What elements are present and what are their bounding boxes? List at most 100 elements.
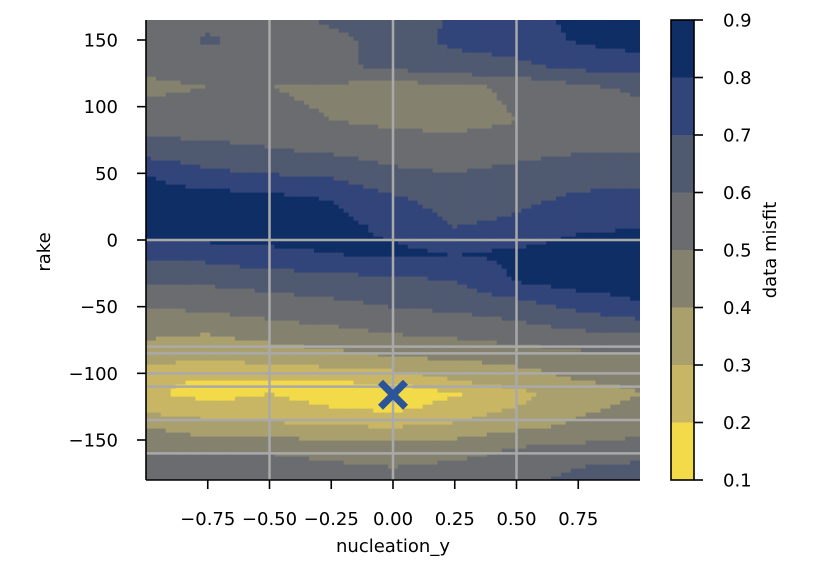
contour-cell xyxy=(150,192,157,197)
contour-cell xyxy=(155,312,162,317)
contour-cell xyxy=(299,252,305,257)
contour-cell xyxy=(274,468,280,473)
contour-cell xyxy=(328,408,335,413)
contour-cell xyxy=(195,460,201,465)
contour-cell xyxy=(338,308,345,313)
contour-cell xyxy=(225,164,231,169)
contour-cell xyxy=(318,80,325,85)
contour-cell xyxy=(284,416,290,421)
contour-cell xyxy=(170,100,177,105)
contour-cell xyxy=(264,312,271,317)
contour-cell xyxy=(229,172,236,177)
contour-cell xyxy=(269,176,276,181)
contour-cell xyxy=(254,212,261,217)
contour-cell xyxy=(353,184,360,189)
contour-cell xyxy=(353,228,360,233)
contour-cell xyxy=(353,428,360,433)
contour-cell xyxy=(239,360,246,365)
contour-cell xyxy=(318,28,325,33)
contour-cell xyxy=(264,84,271,89)
contour-cell xyxy=(150,304,157,309)
contour-cell xyxy=(150,124,157,129)
contour-cell xyxy=(225,276,231,281)
contour-cell xyxy=(210,360,216,365)
contour-cell xyxy=(269,220,276,225)
contour-cell xyxy=(274,40,280,45)
contour-cell xyxy=(190,444,196,449)
contour-cell xyxy=(146,296,152,301)
contour-cell xyxy=(289,364,295,369)
contour-cell xyxy=(358,472,364,477)
contour-cell xyxy=(155,156,162,161)
contour-cell xyxy=(195,404,201,409)
contour-cell xyxy=(200,256,206,261)
contour-cell xyxy=(338,168,345,173)
contour-cell xyxy=(333,424,340,429)
contour-cell xyxy=(215,176,221,181)
contour-cell xyxy=(338,72,345,77)
contour-cell xyxy=(309,84,315,89)
contour-cell xyxy=(338,24,345,29)
contour-cell xyxy=(299,396,305,401)
contour-cell xyxy=(284,40,290,45)
contour-cell xyxy=(205,36,211,41)
contour-cell xyxy=(313,388,320,393)
contour-cell xyxy=(150,400,157,405)
contour-cell xyxy=(289,288,295,293)
contour-cell xyxy=(348,32,355,37)
contour-cell xyxy=(313,88,320,93)
contour-cell xyxy=(244,52,251,57)
contour-cell xyxy=(318,128,325,133)
contour-cell xyxy=(304,200,310,205)
contour-cell xyxy=(165,28,172,33)
contour-cell xyxy=(225,232,231,237)
contour-cell xyxy=(289,260,295,265)
contour-cell xyxy=(229,308,236,313)
contour-cell xyxy=(294,304,300,309)
contour-cell xyxy=(353,104,360,109)
contour-cell xyxy=(353,48,360,53)
contour-cell xyxy=(155,60,162,65)
contour-cell xyxy=(175,260,182,265)
contour-cell xyxy=(165,240,172,245)
contour-cell xyxy=(205,116,211,121)
contour-cell xyxy=(254,324,261,329)
contour-cell xyxy=(150,32,157,37)
contour-cell xyxy=(309,184,315,189)
contour-cell xyxy=(249,392,256,397)
contour-cell xyxy=(205,220,211,225)
contour-cell xyxy=(323,36,330,41)
contour-cell xyxy=(328,220,335,225)
contour-cell xyxy=(195,168,201,173)
contour-cell xyxy=(190,284,196,289)
contour-cell xyxy=(244,456,251,461)
contour-cell xyxy=(150,340,157,345)
contour-cell xyxy=(304,444,310,449)
contour-cell xyxy=(264,340,271,345)
contour-cell xyxy=(210,240,216,245)
contour-cell xyxy=(249,456,256,461)
contour-cell xyxy=(299,244,305,249)
contour-cell xyxy=(160,316,167,321)
contour-cell xyxy=(146,220,152,225)
contour-cell xyxy=(220,52,226,57)
contour-cell xyxy=(299,416,305,421)
contour-cell xyxy=(254,52,261,57)
contour-cell xyxy=(170,128,177,133)
contour-cell xyxy=(225,76,231,81)
contour-cell xyxy=(259,196,266,201)
contour-cell xyxy=(180,168,187,173)
contour-cell xyxy=(190,340,196,345)
contour-cell xyxy=(289,32,295,37)
contour-cell xyxy=(195,348,201,353)
contour-cell xyxy=(304,300,310,305)
contour-cell xyxy=(200,436,206,441)
contour-cell xyxy=(353,320,360,325)
contour-cell xyxy=(146,28,152,33)
contour-cell xyxy=(234,44,241,49)
contour-cell xyxy=(264,424,271,429)
contour-cell xyxy=(338,108,345,113)
contour-cell xyxy=(220,200,226,205)
contour-cell xyxy=(299,264,305,269)
contour-cell xyxy=(249,188,256,193)
